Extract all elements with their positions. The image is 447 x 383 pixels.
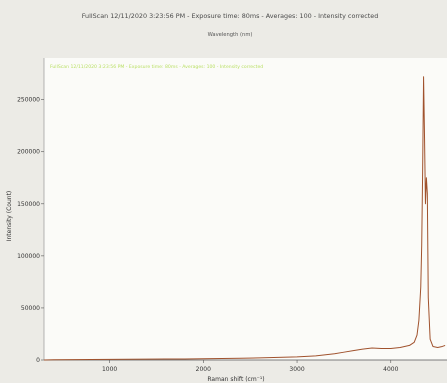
x-tick-label: 3000 xyxy=(289,366,304,373)
y-tick-label: 50000 xyxy=(21,305,40,312)
x-axis-label: Raman shift (cm⁻¹) xyxy=(207,376,264,383)
plot-area xyxy=(44,58,447,360)
series-layer xyxy=(43,76,446,361)
chart-title: FullScan 12/11/2020 3:23:56 PM - Exposur… xyxy=(82,12,379,20)
y-tick-label: 0 xyxy=(36,357,40,364)
y-tick-label: 200000 xyxy=(17,149,40,156)
series-line xyxy=(43,76,446,361)
x-tick-label: 1000 xyxy=(102,366,117,373)
x-tick-label: 4000 xyxy=(383,366,398,373)
y-tick-label: 150000 xyxy=(17,201,40,208)
secondary-axis-label: Wavelength (nm) xyxy=(208,32,253,38)
y-axis-label: Intensity (Count) xyxy=(6,191,13,242)
x-axis-ticks: 1000 2000 3000 4000 xyxy=(102,360,399,373)
y-axis-ticks: 0 50000 100000 150000 200000 250000 xyxy=(17,97,44,364)
x-tick-label: 2000 xyxy=(196,366,211,373)
legend-entry: FullScan 12/11/2020 3:23:56 PM - Exposur… xyxy=(50,64,263,70)
y-tick-label: 250000 xyxy=(17,97,40,104)
y-tick-label: 100000 xyxy=(17,253,40,260)
